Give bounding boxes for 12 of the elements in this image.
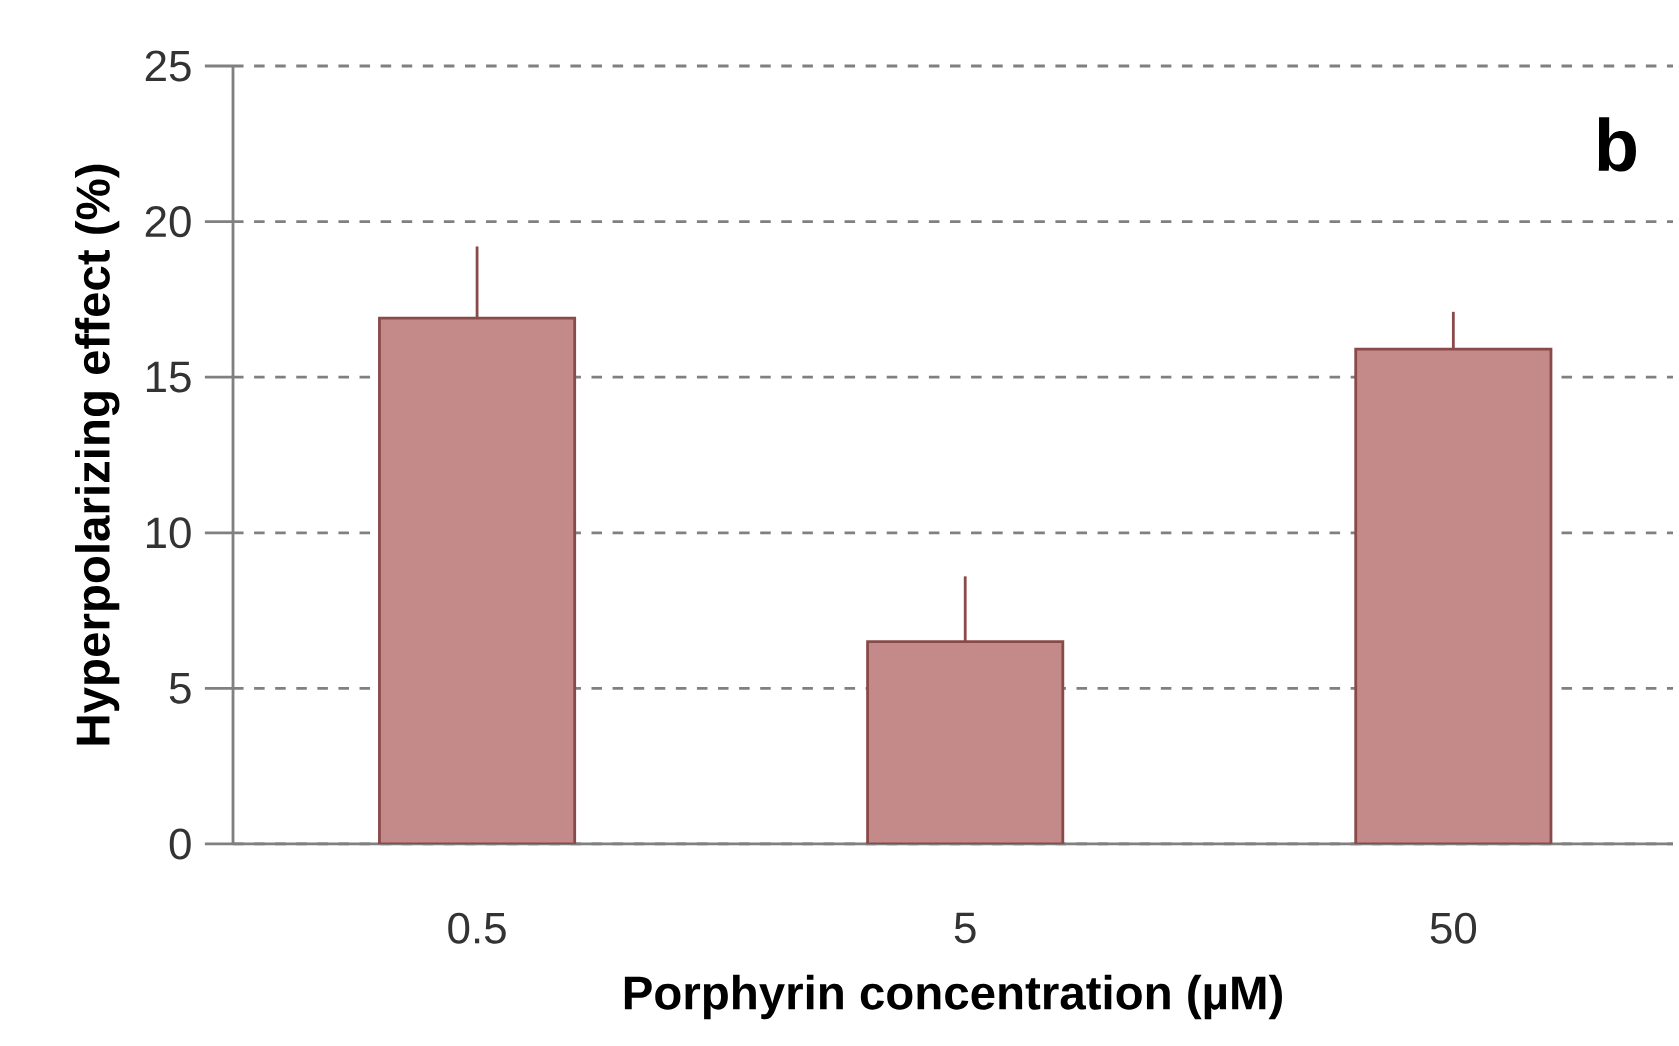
y-tick-label: 25 [145,50,191,82]
x-tick-label: 50 [1430,912,1477,944]
annotation: b [1598,117,1636,172]
y-tick-label: 0 [169,828,191,860]
x-tick-label: 5 [954,912,976,944]
y-tick-label: 10 [146,517,191,549]
y-tick-label: 15 [146,361,191,393]
y-axis-title: Hyperpolarizing effect (%) [75,164,120,745]
y-tick-label: 20 [145,206,191,238]
x-axis-title: Porphyrin concentration (µM) [624,974,1282,1020]
y-tick-label: 5 [169,673,191,704]
x-tick-label: 0.5 [448,912,506,944]
